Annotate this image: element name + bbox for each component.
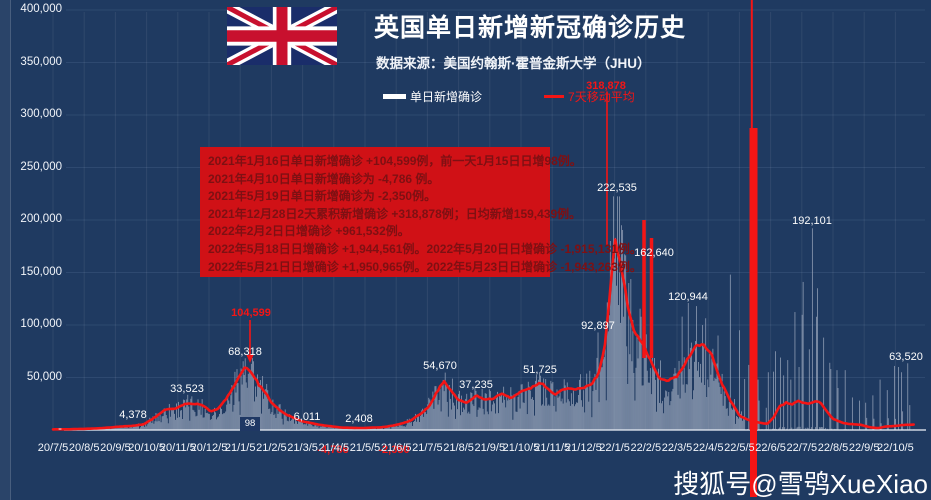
x-tick-label: 21/1/5 bbox=[224, 442, 256, 454]
x-tick-label: 21/4/5 bbox=[318, 442, 350, 454]
x-tick-label: 22/9/5 bbox=[848, 442, 880, 454]
x-tick-label: 20/9/5 bbox=[100, 442, 131, 454]
data-point-label: 92,897 bbox=[581, 320, 615, 332]
data-source-label: 数据来源：美国约翰斯·霍普金斯大学（JHU） bbox=[376, 56, 651, 71]
x-tick-label: 22/3/5 bbox=[661, 442, 693, 454]
data-point-label: 63,520 bbox=[889, 351, 923, 363]
left-edge-band bbox=[0, 0, 11, 500]
x-tick-label: 22/2/5 bbox=[630, 442, 662, 454]
data-point-label-red: 318,878 bbox=[586, 80, 626, 92]
callout-line: 2022年2月2日日增确诊 +961,532例。 bbox=[208, 224, 410, 239]
data-point-label: 4,378 bbox=[119, 409, 147, 421]
data-point-label-red: -4,786 bbox=[317, 444, 349, 456]
x-tick-label: 20/10/5 bbox=[128, 442, 165, 454]
callout-line: 2022年5月18日日增确诊 +1,944,561例。2022年5月20日日增确… bbox=[208, 241, 642, 256]
x-tick-label: 21/9/5 bbox=[474, 442, 506, 454]
x-tick-label: 21/5/5 bbox=[349, 442, 381, 454]
callout-line: 2021年1月16日单日新增确诊 +104,599例，前一天1月15日日增98例… bbox=[208, 154, 582, 168]
callout-line: 2021年5月19日单日新增确诊为 -2,350例。 bbox=[208, 189, 437, 204]
data-point-label-red: 104,599 bbox=[231, 307, 271, 319]
legend: 单日新增确诊 7天移动平均 bbox=[383, 88, 635, 105]
annotation-callout-box: 2021年1月16日单日新增确诊 +104,599例，前一天1月15日日增98例… bbox=[200, 147, 642, 277]
x-tick-label: 20/8/5 bbox=[68, 442, 100, 454]
y-tick-label: 350,000 bbox=[20, 55, 62, 68]
x-tick-label: 22/8/5 bbox=[817, 442, 849, 454]
data-point-label: 33,523 bbox=[170, 383, 204, 395]
line-series-label: 7天移动平均 bbox=[568, 90, 635, 104]
callout-line: 2021年12月28日2天累积新增确诊 +318,878例；日均新增159,43… bbox=[208, 206, 582, 221]
data-point-label: 51,725 bbox=[523, 364, 557, 376]
bar-series-swatch bbox=[383, 94, 406, 99]
x-tick-label: 21/12/5 bbox=[565, 442, 602, 454]
x-tick-label: 22/5/5 bbox=[724, 442, 755, 454]
data-point-label: 2,408 bbox=[345, 413, 373, 425]
y-tick-label: 300,000 bbox=[20, 108, 62, 120]
x-tick-label: 22/10/5 bbox=[877, 442, 914, 454]
data-point-label: 192,101 bbox=[792, 215, 832, 227]
x-tick-label: 21/3/5 bbox=[287, 442, 318, 454]
uk-flag-icon bbox=[227, 7, 337, 65]
x-tick-label: 20/11/5 bbox=[159, 442, 196, 454]
y-tick-label: 200,000 bbox=[20, 213, 62, 225]
callout-line: 2022年5月21日日增确诊 +1,950,965例。2022年5月23日日增确… bbox=[208, 259, 642, 274]
line-series-swatch bbox=[544, 95, 565, 98]
x-tick-label: 22/1/5 bbox=[599, 442, 630, 454]
x-tick-label: 20/7/5 bbox=[37, 442, 69, 454]
callout-line: 2021年4月10日单日新增确诊为 -4,786 例。 bbox=[208, 171, 440, 186]
x-tick-label: 20/12/5 bbox=[190, 442, 228, 454]
x-tick-label: 21/11/5 bbox=[534, 442, 571, 454]
data-point-label: 54,670 bbox=[423, 360, 457, 372]
x-tick-label: 21/8/5 bbox=[443, 442, 474, 454]
y-tick-label: 400,000 bbox=[20, 3, 62, 15]
data-point-label: 68,318 bbox=[228, 346, 262, 358]
y-tick-label: 250,000 bbox=[20, 160, 62, 173]
y-tick-label: 150,000 bbox=[20, 265, 62, 278]
data-point-label: 6,011 bbox=[293, 411, 321, 423]
bar-series-label: 单日新增确诊 bbox=[410, 90, 483, 104]
watermark-text: 搜狐号@雪鸮XueXiao bbox=[673, 469, 928, 499]
x-tick-label: 21/2/5 bbox=[256, 442, 287, 454]
data-point-label-red: -2,350 bbox=[378, 444, 410, 456]
data-point-label: 37,235 bbox=[459, 379, 493, 391]
y-tick-label: 100,000 bbox=[20, 318, 62, 330]
y-tick-label: - bbox=[58, 423, 62, 435]
x-tick-label: 22/6/5 bbox=[755, 442, 786, 454]
y-tick-label: 50,000 bbox=[26, 370, 62, 383]
data-point-label: 222,535 bbox=[597, 182, 637, 194]
page-title: 英国单日新增新冠确诊历史 bbox=[374, 14, 687, 42]
data-point-label: 162,640 bbox=[634, 247, 674, 259]
value-badge-98: 98 bbox=[240, 417, 260, 431]
x-tick-label: 21/7/5 bbox=[412, 442, 443, 454]
x-tick-label: 22/4/5 bbox=[692, 442, 724, 454]
x-tick-label: 21/6/5 bbox=[380, 442, 412, 454]
x-tick-label: 22/7/5 bbox=[786, 442, 818, 454]
x-tick-label: 21/10/5 bbox=[502, 442, 540, 454]
data-point-label: 120,944 bbox=[668, 291, 708, 303]
